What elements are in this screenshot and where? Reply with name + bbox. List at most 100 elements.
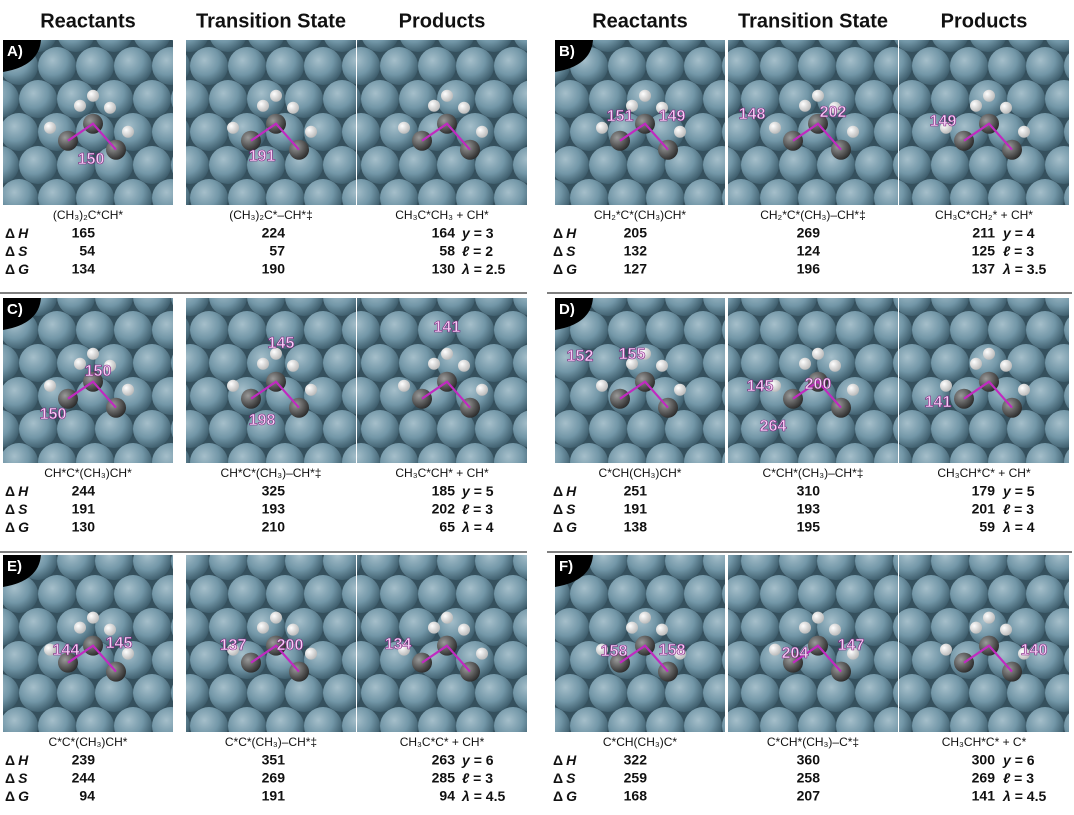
hydrogen — [87, 90, 99, 102]
hydrogen — [983, 612, 995, 624]
hydrogen — [458, 360, 470, 372]
thermo-value: 141 — [972, 788, 996, 804]
parameter: y = 6 — [1002, 752, 1035, 768]
image-content — [555, 40, 725, 205]
hydrogen — [476, 126, 488, 138]
thermo-value: 300 — [972, 752, 996, 768]
image-content — [3, 40, 173, 205]
bond-length: 140 — [1021, 642, 1048, 659]
bond-length: 151 — [607, 108, 634, 125]
bond-length: 158 — [601, 643, 628, 660]
hydrogen — [812, 90, 824, 102]
structure-image — [357, 40, 527, 205]
thermo-value: 205 — [624, 225, 648, 241]
parameter: ℓ = 3 — [1003, 243, 1034, 259]
structure-image: 140 — [899, 555, 1069, 732]
thermo-value: 191 — [624, 501, 648, 517]
thermo-label: ΔG — [5, 519, 32, 535]
hydrogen — [87, 348, 99, 360]
thermo-value: 325 — [262, 483, 286, 499]
parameter: ℓ = 3 — [462, 501, 493, 517]
hydrogen — [847, 126, 859, 138]
bond-length: 200 — [277, 637, 304, 654]
bond-length: 198 — [249, 412, 276, 429]
hydrogen — [428, 358, 440, 370]
thermo-label: ΔS — [553, 770, 578, 786]
thermo-value: 310 — [797, 483, 821, 499]
structure-image: 151149 — [555, 40, 725, 205]
thermo-value: 185 — [432, 483, 456, 499]
hydrogen — [44, 122, 56, 134]
thermo-value: 138 — [624, 519, 648, 535]
structure-image: 158 158 — [555, 555, 725, 732]
hydrogen — [799, 358, 811, 370]
hydrogen — [287, 102, 299, 114]
hydrogen — [970, 100, 982, 112]
bond-length: 152 — [567, 348, 594, 365]
panel-label: C) — [7, 301, 23, 318]
hydrogen — [639, 90, 651, 102]
hydrogen — [398, 380, 410, 392]
hydrogen — [812, 612, 824, 624]
thermo-value: 94 — [439, 788, 455, 804]
hydrogen — [257, 100, 269, 112]
thermo-value: 210 — [262, 519, 286, 535]
hydrogen — [428, 100, 440, 112]
hydrogen — [847, 384, 859, 396]
structure-image: 145 198 — [186, 298, 356, 463]
image-content — [728, 555, 898, 732]
image-content — [555, 555, 725, 732]
thermo-label: ΔG — [5, 788, 32, 804]
bond-length: 200 — [805, 376, 832, 393]
bond-length: 145 — [106, 635, 133, 652]
thermo-value: 244 — [72, 770, 96, 786]
hydrogen — [305, 126, 317, 138]
thermo-label: ΔH — [553, 225, 579, 241]
thermo-value: 125 — [972, 243, 996, 259]
thermo-value: 124 — [797, 243, 821, 259]
thermo-value: 251 — [624, 483, 648, 499]
hydrogen — [305, 648, 317, 660]
bond-length: 155 — [619, 346, 646, 363]
hydrogen — [829, 360, 841, 372]
bond-length: 264 — [760, 418, 787, 435]
species-name: C*CH(CH₃)C* — [603, 735, 678, 749]
species-name: C*CH(CH₃)CH* — [599, 466, 682, 480]
thermo-value: 190 — [262, 261, 286, 277]
species-name: CH₃C*CH* + CH* — [395, 466, 489, 480]
thermo-value: 269 — [972, 770, 996, 786]
species-name: (CH₃)₂C*CH* — [53, 208, 124, 222]
species-name: C*C*(CH₃)–CH*‡ — [225, 735, 317, 749]
bond-length: 145 — [268, 335, 295, 352]
hydrogen — [104, 624, 116, 636]
bond-length: 202 — [820, 104, 847, 121]
thermo-value: 168 — [624, 788, 648, 804]
thermo-value: 54 — [79, 243, 95, 259]
parameter: λ = 4.5 — [1002, 788, 1046, 804]
hydrogen — [122, 126, 134, 138]
hydrogen — [398, 122, 410, 134]
parameter: ℓ = 3 — [1003, 770, 1034, 786]
thermo-value: 244 — [72, 483, 96, 499]
species-name: CH₃C*CH₂* + CH* — [935, 208, 1033, 222]
hydrogen — [639, 612, 651, 624]
parameter: ℓ = 2 — [462, 243, 493, 259]
hydrogen — [257, 358, 269, 370]
hydrogen — [656, 624, 668, 636]
thermo-value: 191 — [72, 501, 96, 517]
hydrogen — [458, 624, 470, 636]
hydrogen — [940, 380, 952, 392]
hydrogen — [769, 644, 781, 656]
image-content — [186, 40, 356, 205]
bond-length: 148 — [739, 106, 766, 123]
bond-length: 158 — [659, 642, 686, 659]
thermo-value: 322 — [624, 752, 648, 768]
structure-image: 141 — [357, 298, 527, 463]
hydrogen — [441, 612, 453, 624]
hydrogen — [428, 622, 440, 634]
hydrogen — [305, 384, 317, 396]
bond-length: 149 — [930, 113, 957, 130]
panel-label: E) — [7, 558, 22, 575]
thermo-value: 269 — [797, 225, 821, 241]
thermo-value: 193 — [262, 501, 286, 517]
